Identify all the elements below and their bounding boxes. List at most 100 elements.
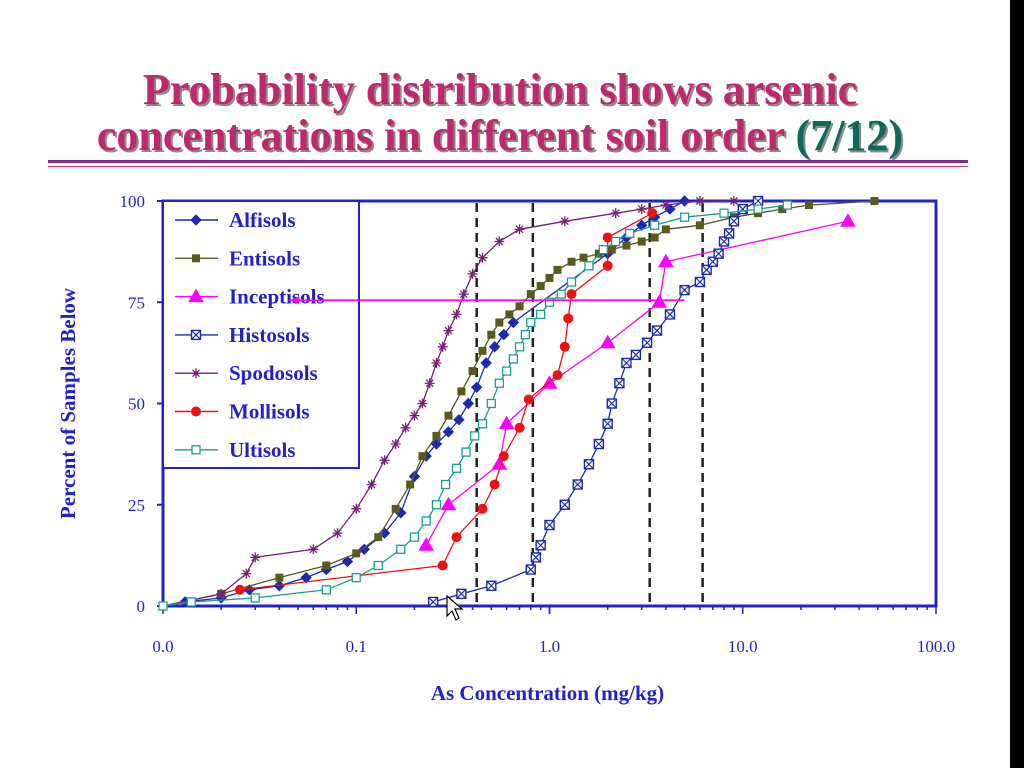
- data-point-mollisols: [234, 584, 245, 595]
- data-point-spodosols: [351, 503, 362, 514]
- legend-label: Histosols: [229, 323, 310, 347]
- data-point-mollisols: [566, 289, 577, 300]
- data-point-entisols: [432, 431, 441, 440]
- data-point-entisols: [406, 480, 415, 489]
- data-point-entisols: [579, 253, 588, 262]
- data-point-ultisols: [431, 500, 442, 510]
- data-point-inceptisols: [418, 537, 435, 551]
- data-point-entisols: [637, 237, 646, 246]
- data-point-spodosols: [332, 528, 343, 539]
- legend-label: Entisols: [229, 246, 300, 270]
- data-point-spodosols: [559, 216, 570, 227]
- data-point-entisols: [804, 201, 813, 210]
- slide-title-text-1: Probability distribution shows arsenic: [142, 65, 858, 114]
- data-point-histosols: [535, 540, 546, 551]
- series-spodosols: [158, 196, 739, 611]
- data-point-spodosols: [409, 410, 420, 421]
- data-point-entisols: [526, 290, 535, 299]
- slide-title-line-1: Probability distribution shows arsenic: [0, 66, 1000, 114]
- data-point-mollisols: [498, 451, 509, 462]
- data-point-mollisols: [437, 560, 448, 571]
- y-tick-label: 0: [137, 597, 146, 616]
- data-point-ultisols: [566, 277, 577, 287]
- series-inceptisols: [418, 213, 856, 551]
- data-point-alfisols: [507, 316, 520, 329]
- data-point-spodosols: [494, 236, 505, 247]
- data-point-alfisols: [480, 357, 492, 369]
- data-point-ultisols: [486, 398, 496, 409]
- data-point-histosols: [525, 564, 536, 575]
- data-point-histosols: [651, 325, 663, 336]
- data-point-spodosols: [694, 196, 705, 206]
- data-point-alfisols: [358, 543, 370, 556]
- data-point-entisols: [352, 549, 361, 558]
- data-point-entisols: [567, 257, 576, 266]
- right-edge-bar: [1010, 0, 1024, 768]
- x-tick-label: 0.0: [152, 637, 173, 656]
- legend-item-mollisols: Mollisols: [175, 400, 310, 424]
- data-point-entisols: [515, 302, 524, 311]
- y-axis-title: Percent of Samples Below: [56, 287, 80, 519]
- data-point-ultisols: [321, 585, 331, 595]
- data-point-entisols: [275, 573, 284, 582]
- y-tick-label: 50: [128, 395, 145, 414]
- legend-marker-alfisols: [190, 214, 202, 226]
- x-tick-label: 100.0: [917, 637, 955, 656]
- series-mollisols: [234, 208, 658, 595]
- data-point-entisols: [505, 310, 514, 319]
- data-point-alfisols: [470, 381, 483, 394]
- data-point-alfisols: [635, 219, 648, 232]
- data-point-histosols: [728, 216, 740, 227]
- data-point-ultisols: [611, 236, 621, 247]
- y-tick-label: 75: [128, 293, 145, 312]
- data-point-entisols: [444, 411, 453, 420]
- slide-title-line-2: concentrations in different soil order (…: [0, 112, 1000, 160]
- legend-marker-spodosols: [191, 368, 201, 379]
- data-point-ultisols: [508, 354, 518, 364]
- data-point-ultisols: [625, 228, 635, 239]
- x-tick-label: 1.0: [539, 637, 560, 656]
- data-point-spodosols: [477, 252, 488, 263]
- data-point-ultisols: [556, 289, 566, 299]
- legend-item-ultisols: Ultisols: [175, 438, 296, 462]
- series-ultisols: [158, 200, 792, 611]
- data-point-ultisols: [421, 516, 431, 526]
- data-point-spodosols: [443, 325, 454, 336]
- data-point-ultisols: [351, 573, 361, 583]
- data-point-histosols: [593, 438, 605, 450]
- data-point-histosols: [486, 580, 497, 591]
- data-point-histosols: [630, 349, 642, 361]
- data-point-entisols: [418, 452, 427, 461]
- data-point-spodosols: [417, 398, 428, 409]
- legend-marker-inceptisols: [188, 288, 204, 303]
- data-point-entisols: [487, 330, 496, 339]
- data-point-inceptisols: [599, 334, 616, 349]
- legend-item-inceptisols: Inceptisols: [175, 285, 325, 309]
- data-point-ultisols: [782, 200, 792, 210]
- data-point-histosols: [602, 418, 613, 429]
- data-point-entisols: [650, 233, 659, 242]
- data-point-entisols: [622, 241, 631, 250]
- data-point-histosols: [572, 479, 583, 490]
- data-point-ultisols: [679, 212, 690, 222]
- legend: Alfisols Entisols Inceptisols Histosols Spod…: [162, 200, 360, 469]
- data-point-entisols: [695, 221, 704, 230]
- data-point-ultisols: [598, 244, 609, 255]
- data-point-inceptisols: [840, 213, 856, 227]
- data-point-histosols: [559, 499, 571, 510]
- data-point-spodosols: [458, 289, 469, 300]
- data-point-ultisols: [526, 317, 536, 328]
- data-point-ultisols: [544, 297, 555, 307]
- slide-title-fraction: (7/12): [795, 111, 904, 160]
- data-point-spodosols: [467, 268, 478, 279]
- mouse-cursor-icon: [446, 594, 464, 621]
- data-point-inceptisols: [651, 294, 668, 308]
- data-point-alfisols: [442, 426, 455, 438]
- data-point-ultisols: [440, 479, 451, 490]
- data-point-mollisols: [602, 260, 613, 271]
- data-point-ultisols: [373, 560, 383, 571]
- data-point-histosols: [530, 552, 542, 563]
- data-point-ultisols: [396, 544, 406, 554]
- data-point-mollisols: [451, 532, 462, 543]
- data-point-entisols: [478, 346, 487, 355]
